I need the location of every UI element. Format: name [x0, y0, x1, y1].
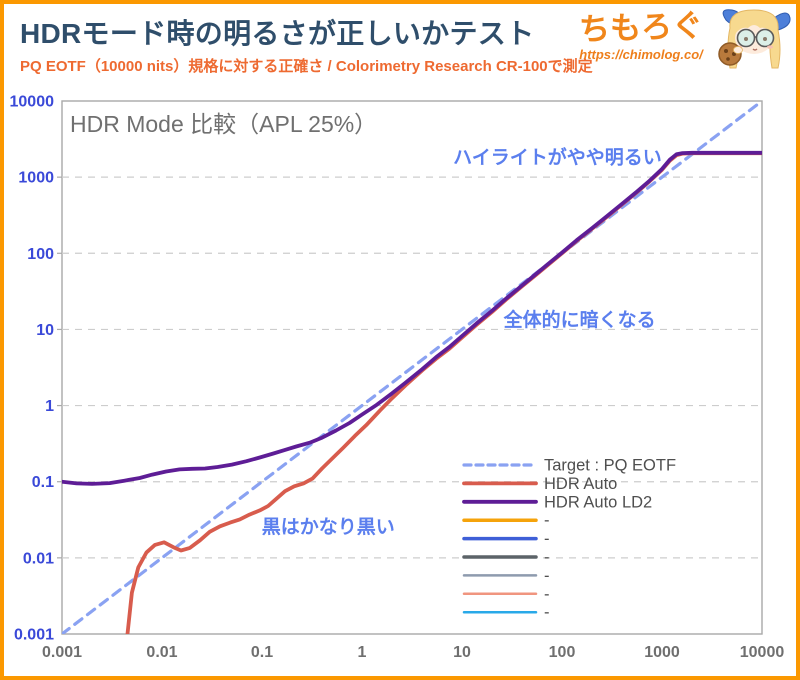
legend-label-4: -: [544, 512, 550, 530]
x-tick-label: 1: [358, 644, 367, 661]
y-tick-label: 100: [27, 246, 54, 263]
legend-label-9: -: [544, 604, 550, 622]
site-logo-text: ちもろぐ: [578, 8, 703, 47]
site-logo: ちもろぐ: [575, 5, 706, 50]
x-tick-label: 0.1: [251, 644, 273, 661]
y-tick-label: 0.001: [14, 627, 54, 644]
legend-label-8: -: [544, 585, 550, 603]
series-target-pq-eotf: [62, 101, 762, 634]
x-tick-label: 1000: [644, 644, 680, 661]
legend-label-1: Target : PQ EOTF: [544, 457, 676, 475]
page-subtitle: PQ EOTF（10000 nits）規格に対する正確さ / Colorimet…: [20, 58, 593, 76]
site-logo-block: ちもろぐ https://chimolog.co/: [566, 4, 716, 62]
y-tick-label: 10000: [10, 94, 55, 111]
series-hdr-auto-ld2: [62, 150, 762, 486]
legend-label-5: -: [544, 530, 550, 548]
header: HDRモード時の明るさが正しいかテスト PQ EOTF（10000 nits）規…: [20, 18, 593, 76]
y-tick-label: 1: [45, 398, 54, 415]
x-tick-label: 10000: [740, 644, 785, 661]
x-tick-label: 10: [453, 644, 471, 661]
mascot-icon: [718, 9, 791, 69]
annotation-3: 黒はかなり黒い: [262, 516, 395, 538]
x-tick-label: 100: [549, 644, 576, 661]
annotation-1: ハイライトがやや明るい: [453, 146, 662, 169]
y-tick-label: 0.1: [32, 474, 54, 491]
legend-label-3: HDR Auto LD2: [544, 493, 652, 511]
y-tick-label: 0.01: [23, 550, 54, 567]
site-url-link[interactable]: https://chimolog.co/: [579, 47, 703, 62]
y-tick-label: 10: [36, 322, 54, 339]
legend-label-2: HDR Auto: [544, 475, 617, 493]
legend-label-6: -: [544, 549, 550, 567]
page-title: HDRモード時の明るさが正しいかテスト: [20, 18, 535, 49]
chart-title: HDR Mode 比較（APL 25%）: [70, 111, 377, 137]
annotation-2: 全体的に暗くなる: [503, 308, 656, 331]
y-tick-label: 1000: [18, 170, 54, 187]
x-tick-label: 0.01: [146, 644, 177, 661]
x-tick-label: 0.001: [42, 644, 82, 661]
hdr-eotf-chart: 0.001 0.01 0.1 1 10 100 1000 10000 0.001 0.01 0.1 1…: [10, 94, 785, 662]
legend-label-7: -: [544, 567, 550, 585]
